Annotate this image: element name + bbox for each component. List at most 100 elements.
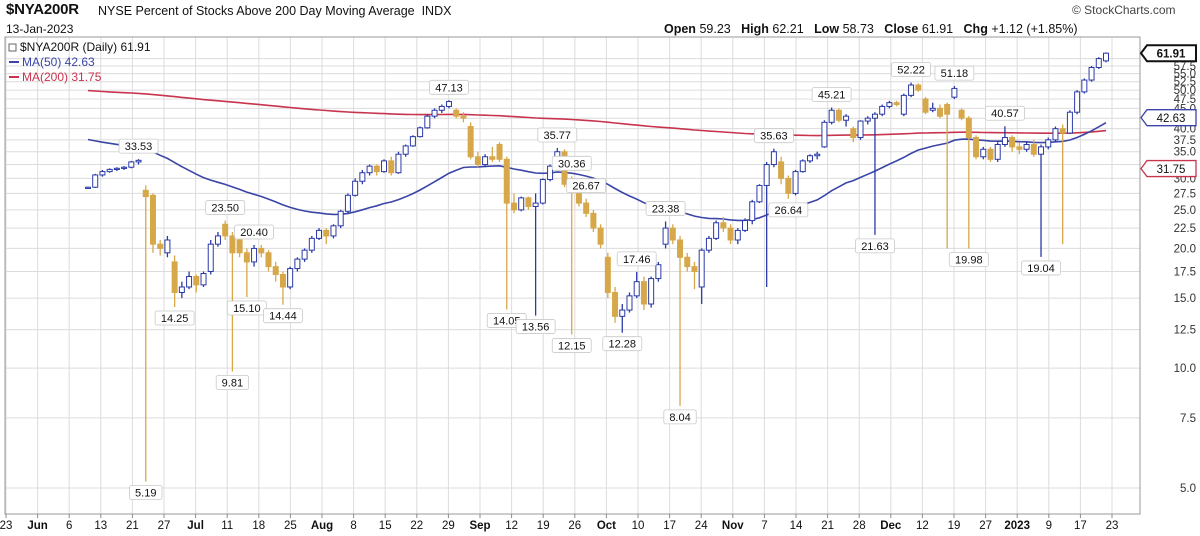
candle bbox=[467, 122, 474, 160]
candle bbox=[99, 169, 106, 177]
candle bbox=[402, 144, 409, 157]
y-tick-label: 55.0 bbox=[1174, 69, 1196, 81]
candle bbox=[778, 156, 785, 185]
candle bbox=[648, 276, 655, 308]
candle bbox=[453, 108, 460, 119]
candle bbox=[828, 107, 835, 125]
candle-body-down bbox=[503, 158, 510, 204]
candle-body-up bbox=[734, 229, 741, 241]
candle-body-down bbox=[893, 102, 900, 106]
ma50-marker-shape bbox=[1140, 109, 1197, 127]
candle bbox=[1030, 139, 1037, 157]
candle bbox=[92, 173, 99, 188]
candle bbox=[604, 252, 611, 299]
candle bbox=[814, 151, 821, 160]
candle bbox=[1045, 137, 1052, 150]
candle-body-down bbox=[973, 137, 980, 158]
candle bbox=[352, 178, 359, 197]
chg-value: +1.12 (+1.85%) bbox=[991, 22, 1078, 36]
annotation-label: 5.19 bbox=[135, 487, 156, 499]
candle-body-up bbox=[482, 156, 489, 166]
x-tick-label: 12 bbox=[505, 520, 518, 532]
candle-body-down bbox=[785, 177, 792, 194]
x-tick-label: 27 bbox=[158, 520, 171, 532]
candle-body-down bbox=[279, 273, 286, 288]
x-tick-label: 18 bbox=[252, 520, 265, 532]
candle bbox=[200, 271, 207, 287]
candle bbox=[1074, 90, 1081, 115]
brand-watermark[interactable]: © StockCharts.com bbox=[1072, 3, 1176, 17]
candle bbox=[980, 146, 987, 160]
candle-body-up bbox=[352, 180, 359, 196]
candle-body-down bbox=[236, 239, 243, 254]
candle bbox=[243, 248, 250, 297]
candle bbox=[381, 159, 388, 173]
candle-body-up bbox=[366, 165, 373, 174]
ma200-path bbox=[87, 89, 1107, 137]
candle-body-down bbox=[915, 84, 922, 91]
x-tick-label: 12 bbox=[916, 520, 929, 532]
candle-body-down bbox=[229, 235, 236, 254]
candle bbox=[474, 151, 481, 168]
candle-body-down bbox=[597, 227, 604, 245]
candle-body-up bbox=[648, 278, 655, 305]
candle-body-down bbox=[1030, 143, 1037, 155]
x-tick-label: Nov bbox=[722, 520, 744, 532]
annotation-label: 20.40 bbox=[240, 227, 268, 239]
candle-body-down bbox=[850, 128, 857, 139]
annotation-box bbox=[205, 200, 246, 215]
candle bbox=[157, 240, 164, 256]
annotation-box bbox=[118, 138, 159, 154]
candle-body-up bbox=[438, 105, 445, 111]
candle-body-up bbox=[121, 166, 128, 169]
candle bbox=[691, 261, 698, 290]
candle bbox=[727, 224, 734, 245]
candle-body-up bbox=[330, 225, 337, 237]
candle bbox=[1095, 57, 1102, 70]
legend-main-swatch bbox=[8, 43, 17, 52]
candlesticks bbox=[85, 52, 1109, 482]
x-tick-label: 23 bbox=[0, 520, 12, 532]
candle bbox=[792, 169, 799, 196]
candle-body-up bbox=[395, 153, 402, 174]
candle-body-up bbox=[900, 94, 907, 115]
candle bbox=[409, 135, 416, 147]
candle-body-up bbox=[626, 295, 633, 311]
x-tick-label: 11 bbox=[221, 520, 233, 532]
annotation-box bbox=[551, 338, 592, 353]
candle-body-down bbox=[727, 227, 734, 241]
candle-body-down bbox=[323, 229, 330, 237]
x-tick-label: 27 bbox=[979, 520, 992, 532]
annotation-label: 26.64 bbox=[775, 205, 803, 217]
candle bbox=[489, 146, 496, 162]
candle bbox=[951, 86, 958, 99]
candle bbox=[482, 154, 489, 168]
annotation-box bbox=[226, 300, 267, 316]
candle-body-down bbox=[720, 222, 727, 229]
candle-body-down bbox=[489, 156, 496, 160]
candle-body-up bbox=[756, 184, 763, 203]
annotation-label: 33.53 bbox=[125, 141, 153, 153]
candle-body-down bbox=[987, 148, 994, 160]
candle bbox=[128, 160, 135, 169]
high-value: 62.21 bbox=[772, 22, 804, 36]
annotation-label: 13.56 bbox=[522, 322, 550, 334]
candle bbox=[922, 97, 929, 115]
x-tick-label: 23 bbox=[1106, 520, 1119, 532]
candle bbox=[85, 186, 91, 190]
candle-body-up bbox=[359, 172, 366, 182]
candle-body-up bbox=[547, 165, 554, 181]
candle-body-up bbox=[980, 148, 987, 158]
candle bbox=[785, 175, 792, 199]
candle-body-down bbox=[691, 266, 698, 273]
candle-body-down bbox=[965, 117, 972, 139]
candle bbox=[677, 235, 684, 406]
candle-body-up bbox=[164, 239, 171, 254]
annotation-box bbox=[602, 336, 643, 352]
ohlc-summary: Open 59.23 High 62.21 Low 58.73 Close 61… bbox=[664, 22, 1078, 36]
annotation-label: 52.22 bbox=[897, 65, 925, 77]
low-label: Low bbox=[814, 22, 840, 36]
candle bbox=[503, 156, 510, 310]
candle bbox=[908, 82, 915, 98]
